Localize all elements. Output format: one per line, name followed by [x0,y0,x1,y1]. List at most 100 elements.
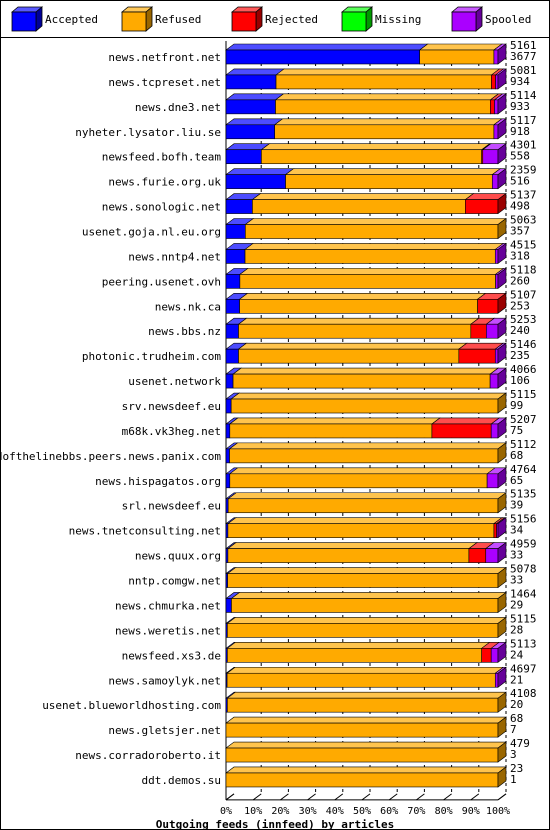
bar-segment-accepted [225,224,246,239]
total-label: 5118 [510,263,537,276]
bar-side-spooled [497,143,507,165]
bar-top-refused [227,517,503,524]
bar-segment-spooled [494,249,499,264]
total-label: 4108 [510,687,537,700]
bar-segment-spooled [494,99,499,115]
bar-segment-accepted [225,74,277,90]
total-label: 5117 [510,114,537,127]
bar-segment-refused [227,573,499,588]
host-label: srv.newsdeef.eu [122,400,221,413]
bar-segment-spooled [489,373,499,389]
bar-segment-spooled [490,423,499,439]
bar-side-refused [497,566,507,589]
total-label: 5137 [510,189,537,202]
bar-segment-rejected [465,199,499,214]
total-label: 5135 [510,488,537,501]
bar-segment-accepted [225,498,229,514]
accepted-label: 498 [510,200,530,213]
legend-swatch-rejected [231,6,263,32]
host-label: news.hispagatos.org [95,475,221,488]
bar-top-accepted [225,43,429,51]
host-label: peering.usenet.ovh [102,275,221,288]
bar-segment-spooled [494,348,499,364]
bar-segment-spooled [486,473,499,489]
host-label: news.gletsjer.net [108,724,221,737]
bar-side-spooled [497,666,507,688]
bar-segment-rejected [481,648,492,663]
bar-segment-accepted [225,124,275,140]
bar-top-refused [230,592,507,599]
bar-segment-refused [252,199,466,214]
bar-top-refused [227,542,478,549]
legend-swatch-refused [121,6,153,32]
bar-top-refused [226,666,505,674]
bar-side-refused [497,442,507,464]
bar-segment-accepted [225,174,286,189]
bar-side-refused [497,716,507,738]
bar-segment-accepted [225,274,241,289]
bar-side-spooled [497,367,507,389]
bar-segment-accepted [225,423,231,439]
bar-side-spooled [497,641,507,663]
bar-side-spooled [497,541,507,564]
x-tick-label: 90% [462,806,480,817]
host-label: newsfeed.xs3.de [122,649,221,662]
total-label: 5113 [510,637,537,650]
bar-side-spooled [497,517,507,539]
accepted-label: 318 [510,249,530,262]
accepted-label: 235 [510,349,530,362]
bar-segment-refused [227,498,499,514]
bar-segment-refused [227,523,495,538]
bar-segment-refused [261,149,482,165]
bar-segment-refused [238,323,472,339]
bar-segment-accepted [225,373,234,389]
host-label: news.nntp4.net [128,250,221,263]
accepted-label: 918 [510,125,530,138]
bar-segment-refused [229,423,433,439]
total-label: 5063 [510,214,537,227]
total-label: 4959 [510,538,537,551]
total-label: 4301 [510,139,537,152]
host-label: news.bbs.nz [148,325,221,338]
total-label: 4764 [510,463,537,476]
legend: Accepted Refused Rejected Missing Spooled [1,1,549,38]
accepted-label: 934 [510,75,530,88]
bar-top-refused [237,342,468,350]
x-ticks: 0% 10% 20% 30% 40% 50% 60% 70% 80% 90% 100% [220,793,510,817]
bar-top-refused [226,642,491,649]
bar-side-spooled [497,267,507,289]
accepted-label: 933 [510,100,530,113]
bar-top-refused [232,367,500,375]
host-label: news.quux.org [135,550,221,563]
chart-title: Outgoing feeds (innfeed) by articles [156,818,394,829]
bar-segment-refused [229,473,488,489]
bar-segment-refused [239,274,496,289]
bar-segment-refused [225,772,499,788]
bar-top-refused [226,691,507,699]
bar-segment-refused [227,648,482,663]
bar-segment-refused [229,448,499,464]
host-label: newsfeed.bofh.team [102,151,222,164]
accepted-label: 253 [510,299,530,312]
total-label: 4066 [510,363,537,376]
accepted-label: 558 [510,150,530,163]
total-label: 5253 [510,313,537,326]
total-label: 1464 [510,587,537,600]
bar-top-refused [225,766,507,774]
bar-row: news.gletsjer.net 687 [108,712,523,738]
bar-side-spooled [497,68,507,90]
host-label: usenet.blueworldhosting.com [42,699,221,712]
total-label: 4697 [510,662,537,675]
accepted-label: 20 [510,698,523,711]
bar-segment-accepted [225,298,240,314]
